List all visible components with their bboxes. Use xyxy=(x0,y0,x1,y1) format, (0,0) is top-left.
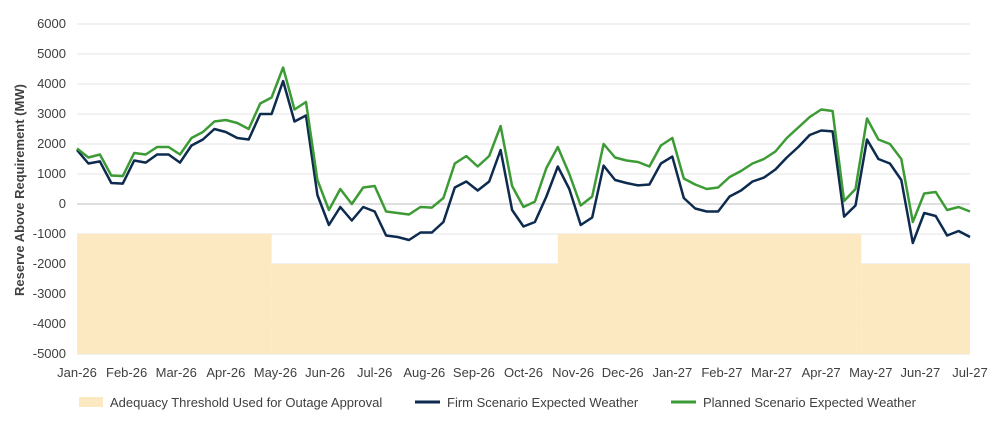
x-tick-label: Jun-27 xyxy=(901,365,941,380)
y-tick-label: 6000 xyxy=(37,16,66,31)
x-tick-label: Jul-26 xyxy=(357,365,392,380)
x-tick-label: Mar-27 xyxy=(751,365,792,380)
planned-scenario-line xyxy=(76,66,971,224)
legend-item-threshold[interactable]: Adequacy Threshold Used for Outage Appro… xyxy=(79,395,382,410)
legend-label-firm: Firm Scenario Expected Weather xyxy=(447,395,639,410)
x-tick-label: Apr-26 xyxy=(206,365,245,380)
x-tick-label: Jul-27 xyxy=(952,365,987,380)
y-tick-label: 0 xyxy=(59,196,66,211)
legend-label-planned: Planned Scenario Expected Weather xyxy=(703,395,917,410)
y-axis-label: Reserve Above Requirement (MW) xyxy=(12,84,27,296)
x-tick-label: Apr-27 xyxy=(802,365,841,380)
x-tick-label: Jun-26 xyxy=(305,365,345,380)
x-tick-label: Jan-27 xyxy=(652,365,692,380)
y-tick-label: 2000 xyxy=(37,136,66,151)
y-tick-label: 1000 xyxy=(37,166,66,181)
series-group xyxy=(76,66,971,245)
threshold-step-0 xyxy=(77,234,272,354)
x-tick-label: Oct-26 xyxy=(504,365,543,380)
threshold-area-group xyxy=(77,234,970,354)
x-tick-label: Sep-26 xyxy=(453,365,495,380)
x-tick-label: Dec-26 xyxy=(602,365,644,380)
x-tick-label: Nov-26 xyxy=(552,365,594,380)
legend: Adequacy Threshold Used for Outage Appro… xyxy=(79,395,917,410)
x-tick-labels: Jan-26 Feb-26 Mar-26 Apr-26 May-26 Jun-26 Jul-… xyxy=(57,365,988,380)
x-tick-label: May-26 xyxy=(254,365,297,380)
threshold-step-1 xyxy=(271,264,558,354)
y-tick-label: -1000 xyxy=(33,226,66,241)
y-tick-label: -5000 xyxy=(33,346,66,361)
firm-scenario-line xyxy=(76,79,971,245)
y-tick-label: -3000 xyxy=(33,286,66,301)
x-tick-label: May-27 xyxy=(849,365,892,380)
x-tick-label: Aug-26 xyxy=(403,365,445,380)
y-tick-label: -4000 xyxy=(33,316,66,331)
y-tick-label: 5000 xyxy=(37,46,66,61)
x-tick-label: Mar-26 xyxy=(156,365,197,380)
x-tick-label: Feb-26 xyxy=(106,365,147,380)
y-tick-labels: -5000 -4000 -3000 -2000 -1000 0 1000 2000 3000 40… xyxy=(33,16,66,361)
legend-swatch-threshold xyxy=(79,397,103,407)
x-tick-label: Feb-27 xyxy=(701,365,742,380)
legend-label-threshold: Adequacy Threshold Used for Outage Appro… xyxy=(110,395,382,410)
legend-item-planned[interactable]: Planned Scenario Expected Weather xyxy=(671,395,917,410)
threshold-step-2 xyxy=(557,234,862,354)
y-tick-label: 3000 xyxy=(37,106,66,121)
legend-item-firm[interactable]: Firm Scenario Expected Weather xyxy=(415,395,639,410)
x-tick-label: Jan-26 xyxy=(57,365,97,380)
y-tick-label: -2000 xyxy=(33,256,66,271)
threshold-step-3 xyxy=(861,264,970,354)
y-tick-label: 4000 xyxy=(37,76,66,91)
